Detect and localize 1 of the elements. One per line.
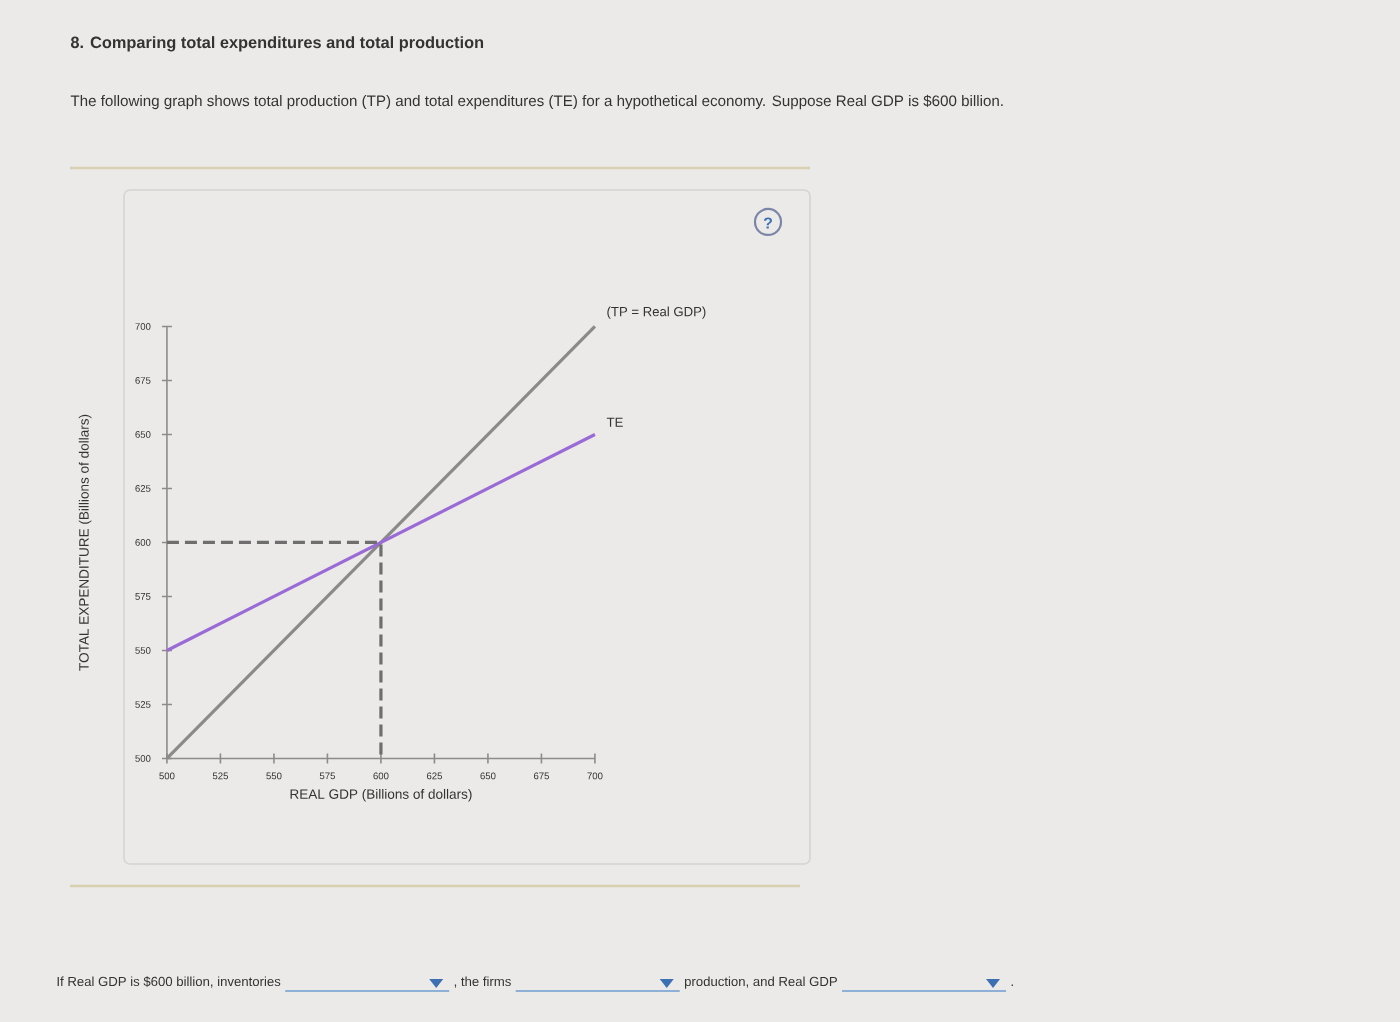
chart-title: 8. Comparing total expenditures and total production: [70, 36, 484, 52]
